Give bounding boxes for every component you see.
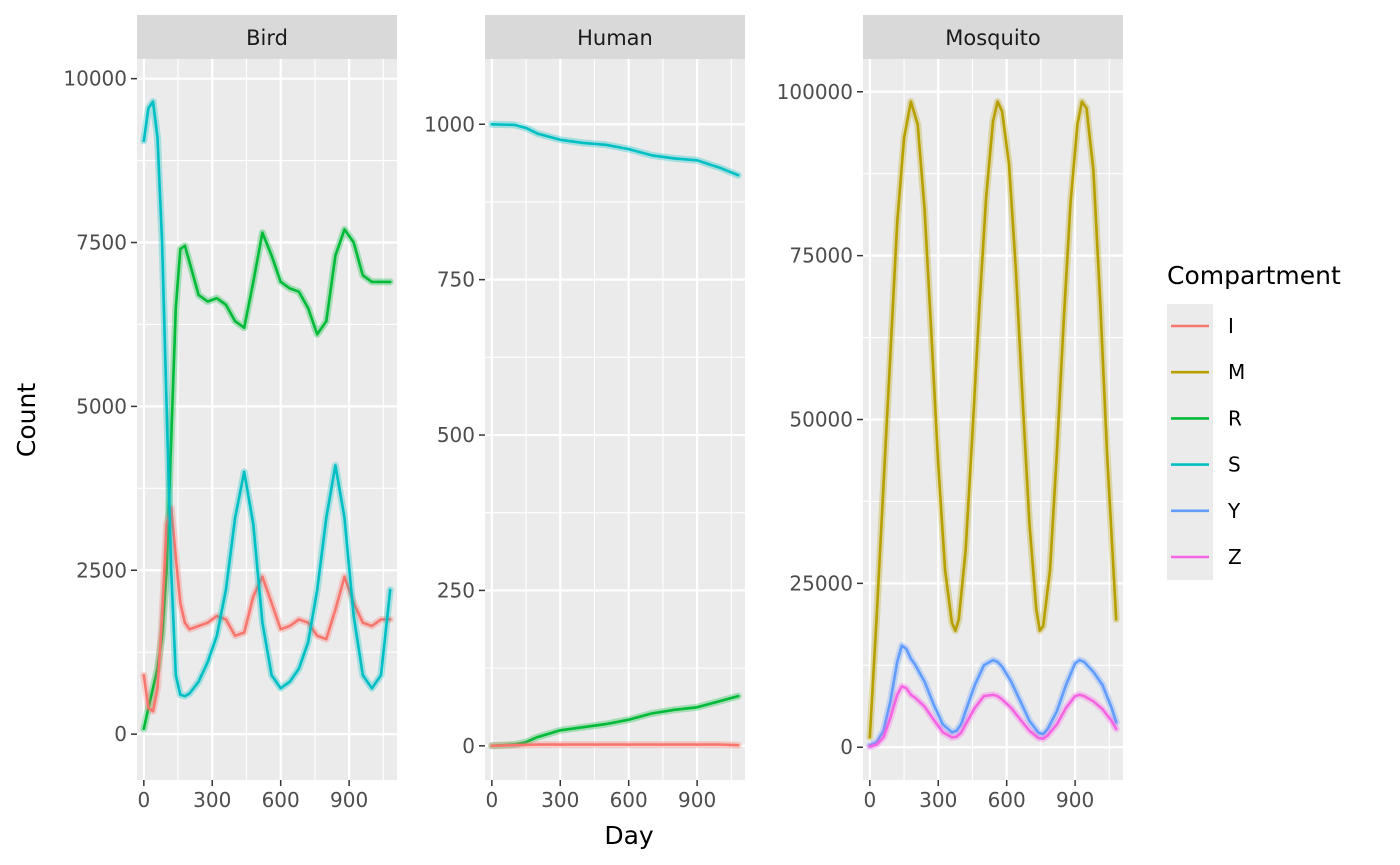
y-tick-label: 7500 [76,231,127,255]
y-tick-label: 100000 [777,80,853,104]
facet-strip-label: Bird [246,26,288,50]
y-tick-label: 0 [114,722,127,746]
panel-background [485,59,745,780]
series-line-i [142,506,392,713]
x-tick-label: 900 [678,788,716,812]
y-tick-label: 75000 [789,244,853,268]
legend-label-m: M [1228,360,1245,384]
legend-title: Compartment [1167,261,1341,290]
series-line-i [490,743,740,748]
series-line-y [868,644,1118,747]
panel-bird: Bird 0 300 600 900 0 2500 5000 7500 10000 [63,15,397,812]
y-tick-label: 0 [840,735,853,759]
y-tick-label: 25000 [789,571,853,595]
x-tick-label: 300 [919,788,957,812]
y-tick-label: 250 [437,578,475,602]
panel-mosquito: Mosquito 0 300 600 900 0 25000 50000 75000 100000 [777,15,1123,812]
x-axis-title: Day [604,821,654,850]
y-axis-title: Count [12,383,41,457]
y-tick-label: 750 [437,268,475,292]
legend-label-s: S [1228,453,1241,477]
series-line-z [868,685,1118,748]
panel-background [137,59,397,780]
series-line-m [868,100,1118,739]
legend-label-z: Z [1228,545,1242,569]
y-tick-label: 1000 [424,112,475,136]
legend-label-i: I [1228,314,1234,338]
x-tick-label: 0 [485,788,498,812]
x-tick-label: 0 [137,788,150,812]
series-line-r [490,694,740,748]
x-tick-label: 300 [541,788,579,812]
x-tick-label: 600 [988,788,1026,812]
legend-key-background [1167,304,1213,580]
x-tick-label: 900 [1056,788,1094,812]
y-tick-label: 500 [437,423,475,447]
x-tick-label: 300 [193,788,231,812]
x-tick-label: 900 [330,788,368,812]
x-tick-label: 600 [610,788,648,812]
y-tick-label: 2500 [76,558,127,582]
x-tick-label: 600 [262,788,300,812]
y-tick-label: 10000 [63,67,127,91]
legend-label-r: R [1228,406,1242,430]
facet-strip-label: Human [577,26,653,50]
x-tick-label: 0 [863,788,876,812]
series-line-s [142,100,392,698]
facet-strip [137,15,397,59]
panel-human: Human 0 300 600 900 0 250 500 750 1000 [424,15,745,812]
facet-strip [863,15,1123,59]
series-line-r [142,228,392,731]
y-tick-label: 50000 [789,408,853,432]
legend-label-y: Y [1227,499,1241,523]
y-tick-label: 0 [462,734,475,758]
facet-strip [485,15,745,59]
y-tick-label: 5000 [76,394,127,418]
series-line-s [490,123,740,177]
facet-strip-label: Mosquito [945,26,1040,50]
